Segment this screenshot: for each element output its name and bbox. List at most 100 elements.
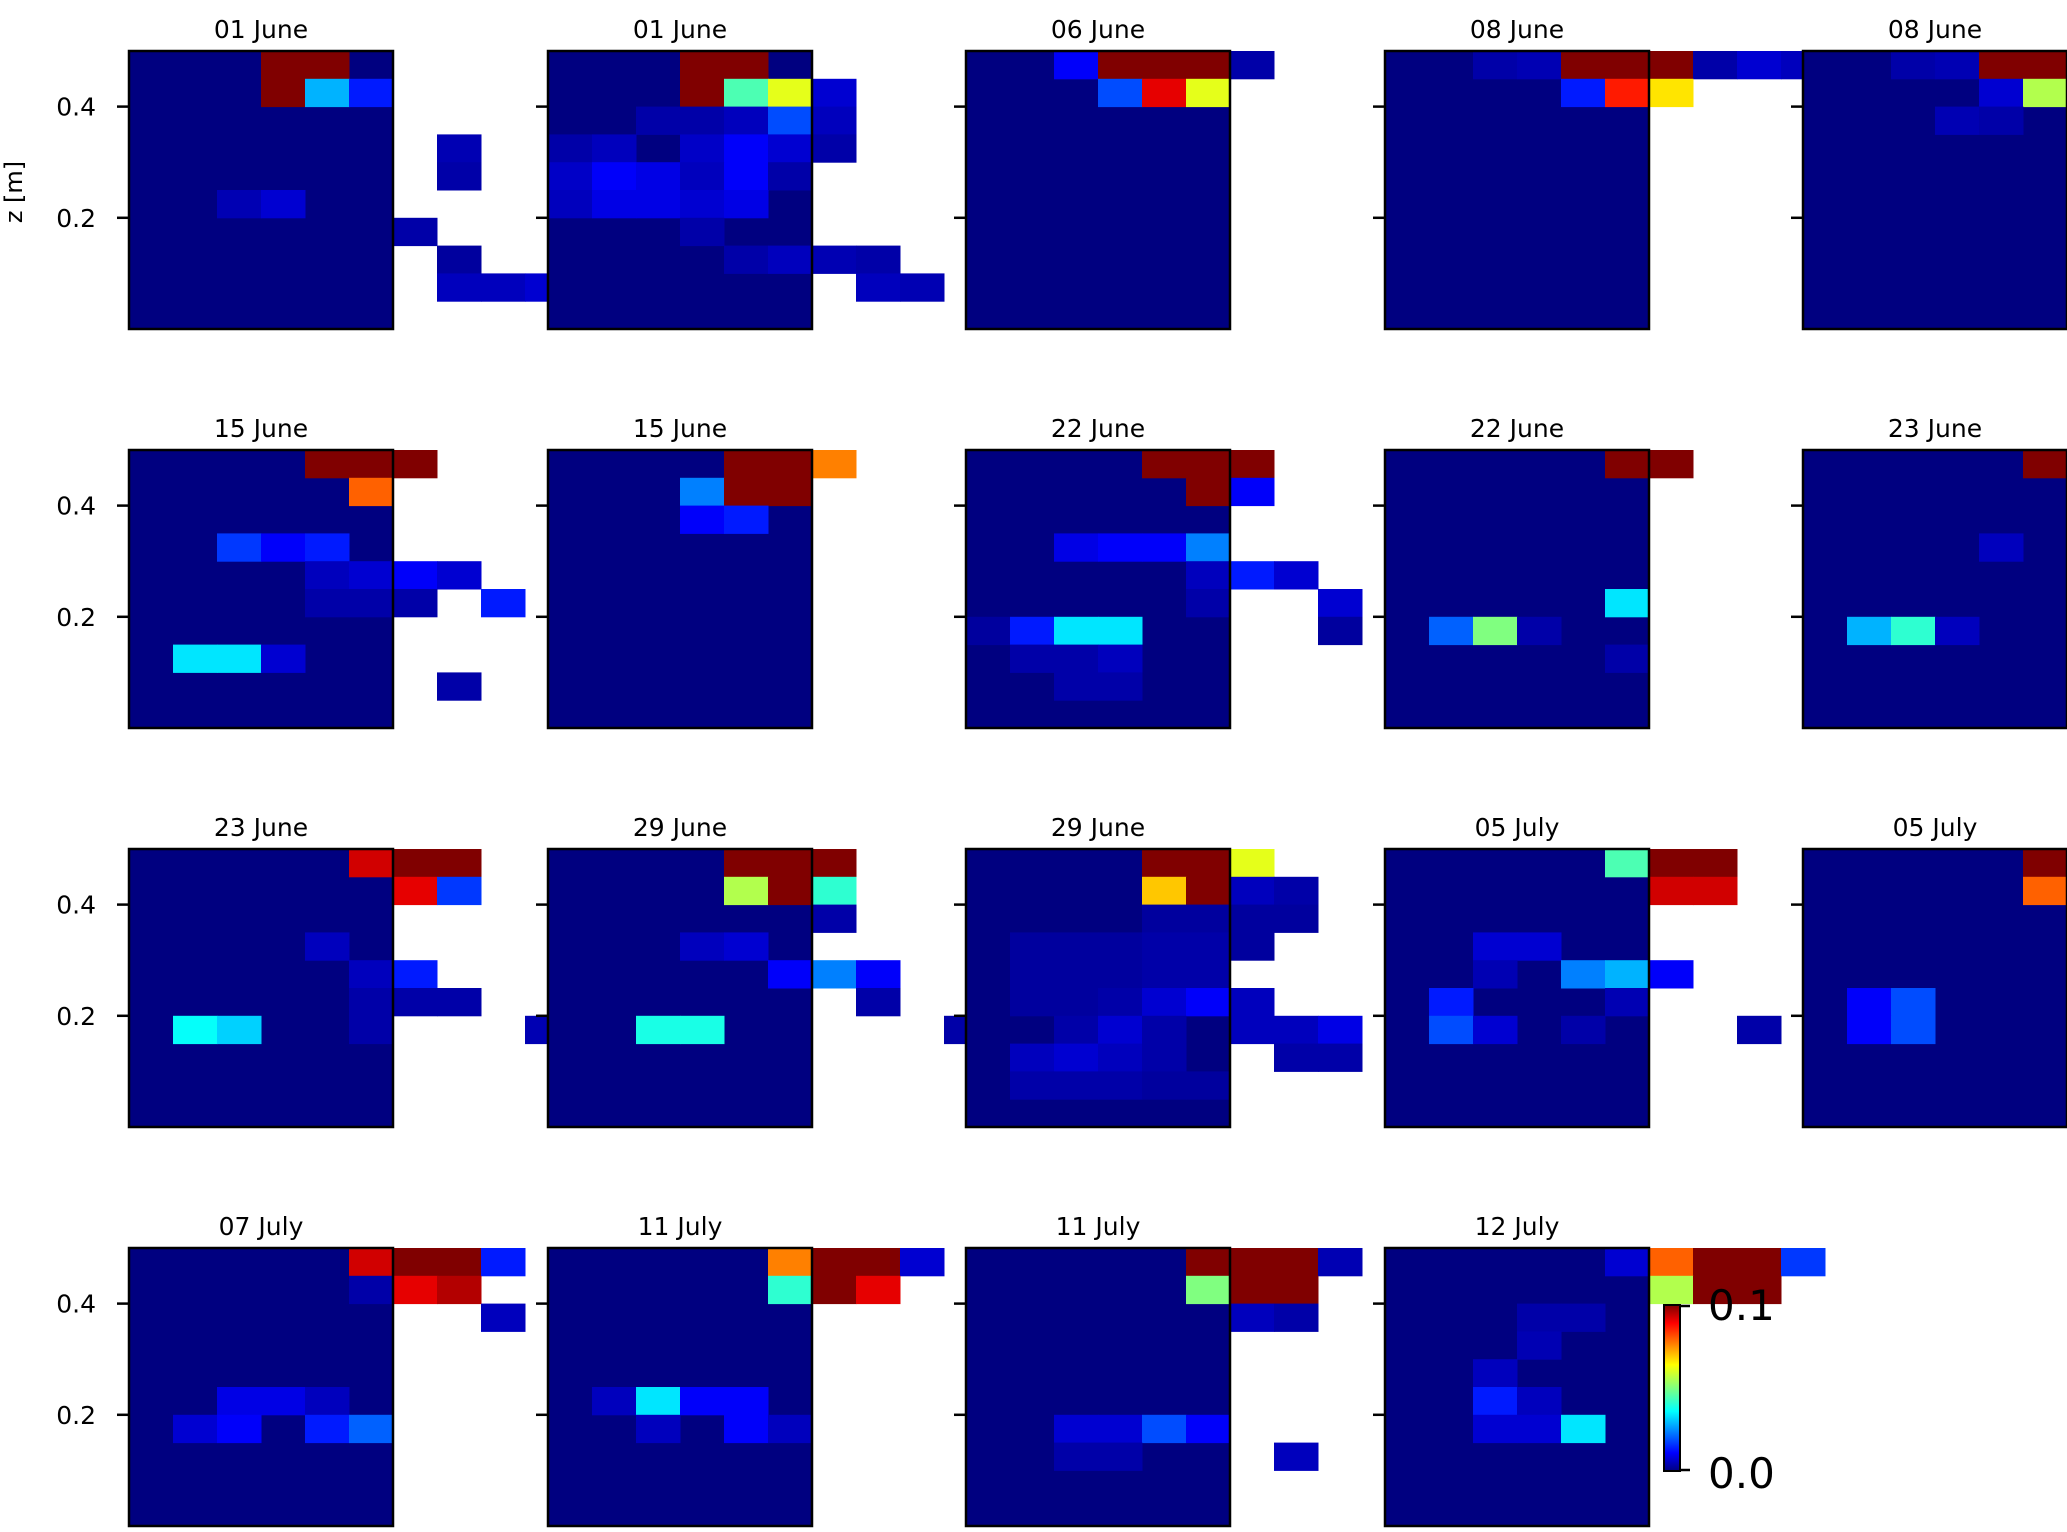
heatmap-cell (1010, 616, 1055, 646)
heatmap-cell (437, 561, 482, 590)
panel-title: 22 June (1470, 414, 1564, 443)
heatmap-panel: 29 June (954, 813, 1363, 1129)
heatmap-cell (966, 616, 1011, 646)
heatmap-cell (1473, 932, 1518, 961)
heatmap-cell (1693, 876, 1738, 906)
heatmap-cell (305, 589, 350, 618)
heatmap-cell (548, 190, 593, 219)
heatmap-cell (680, 1387, 725, 1416)
heatmap-cell (1891, 51, 1936, 80)
heatmap-cell (768, 876, 813, 906)
colorbar-max-label: 0.1 (1708, 1281, 1775, 1330)
heatmap-cell (1649, 960, 1694, 989)
panel-frame (546, 1246, 814, 1528)
heatmap-cell (1186, 1248, 1231, 1277)
panel-frame (546, 847, 814, 1129)
panel-title: 11 July (1056, 1212, 1141, 1241)
heatmap-cell (680, 217, 725, 247)
heatmap-cell (1142, 932, 1187, 961)
heatmap-cell (437, 245, 482, 274)
heatmap-cell (217, 533, 262, 562)
heatmap-cell (217, 190, 262, 219)
heatmap-cell (1891, 1015, 1936, 1045)
heatmap-cell (1605, 849, 1650, 878)
heatmap-cell (1429, 988, 1474, 1017)
heatmap-cell (481, 273, 526, 302)
heatmap-cell (1054, 644, 1099, 673)
heatmap-cell (1142, 988, 1187, 1017)
heatmap-cell (437, 849, 482, 878)
heatmap-cell (1318, 1015, 1363, 1045)
heatmap-cell (768, 450, 813, 479)
heatmap-cell (173, 644, 218, 673)
heatmap-cell (437, 1248, 482, 1277)
heatmap-cell (1561, 1015, 1606, 1045)
heatmap-panel: 11 July (954, 1212, 1363, 1528)
heatmap-cell (768, 78, 813, 108)
heatmap-cell (680, 162, 725, 191)
heatmap-panel: 08 June (1791, 15, 2067, 331)
heatmap-cell (768, 162, 813, 191)
heatmap-cell (680, 106, 725, 135)
heatmap-cell (812, 106, 857, 135)
heatmap-cell (680, 190, 725, 219)
heatmap-cell (1142, 533, 1187, 562)
colorbar-gradient (1663, 1304, 1681, 1472)
heatmap-cell (1010, 644, 1055, 673)
heatmap-cell (2023, 849, 2067, 878)
heatmap-cell (812, 134, 857, 163)
heatmap-cell (592, 162, 637, 191)
heatmap-cell (636, 162, 681, 191)
heatmap-cell (1230, 450, 1275, 479)
heatmap-cell (481, 1248, 526, 1277)
heatmap-cell (1230, 1275, 1275, 1305)
heatmap-cell (1230, 1303, 1275, 1332)
heatmap-cell (680, 932, 725, 961)
panel-title: 01 June (633, 15, 727, 44)
heatmap-cell (1142, 876, 1187, 906)
heatmap-cell (1098, 1015, 1143, 1045)
heatmap-cell (261, 1387, 306, 1416)
heatmap-cell (1098, 960, 1143, 989)
heatmap-cell (305, 1414, 350, 1444)
heatmap-cell (1517, 1387, 1562, 1416)
heatmap-cell (1186, 78, 1231, 108)
panel-frame (1801, 49, 2067, 331)
panel-title: 08 June (1470, 15, 1564, 44)
panel-frame (1801, 448, 2067, 730)
panel-title: 15 June (214, 414, 308, 443)
heatmap-cell (1935, 106, 1980, 135)
heatmap-cell (261, 190, 306, 219)
heatmap-cell (437, 876, 482, 906)
heatmap-cell (900, 273, 945, 302)
heatmap-cell (1274, 561, 1319, 590)
heatmap-cell (724, 78, 769, 108)
heatmap-cell (812, 245, 857, 274)
heatmap-cell (1649, 1248, 1694, 1277)
heatmap-cell (768, 960, 813, 989)
heatmap-cell (724, 876, 769, 906)
heatmap-panel: 22 June (1373, 414, 1694, 730)
heatmap-cell (1847, 988, 1892, 1017)
heatmap-cell (900, 1248, 945, 1277)
heatmap-cell (1230, 988, 1275, 1017)
heatmap-cell (349, 78, 394, 108)
heatmap-cell (1010, 932, 1055, 961)
heatmap-cell (1098, 1414, 1143, 1444)
heatmap-panel: 15 June (536, 414, 857, 730)
heatmap-cell (1318, 1248, 1363, 1277)
heatmap-cell (1517, 616, 1562, 646)
heatmap-cell (1054, 51, 1099, 80)
heatmap-cell (1054, 672, 1099, 701)
heatmap-cell (393, 849, 438, 878)
heatmap-panel: 05 July (1373, 813, 1782, 1129)
heatmap-cell (217, 1015, 262, 1045)
panel-title: 08 June (1888, 15, 1982, 44)
heatmap-cell (261, 533, 306, 562)
heatmap-cell (217, 1387, 262, 1416)
heatmap-cell (548, 162, 593, 191)
panel-frame (127, 448, 395, 730)
heatmap-cell (1054, 1071, 1099, 1100)
heatmap-cell (1186, 1071, 1231, 1100)
heatmap-cell (1693, 1248, 1738, 1277)
